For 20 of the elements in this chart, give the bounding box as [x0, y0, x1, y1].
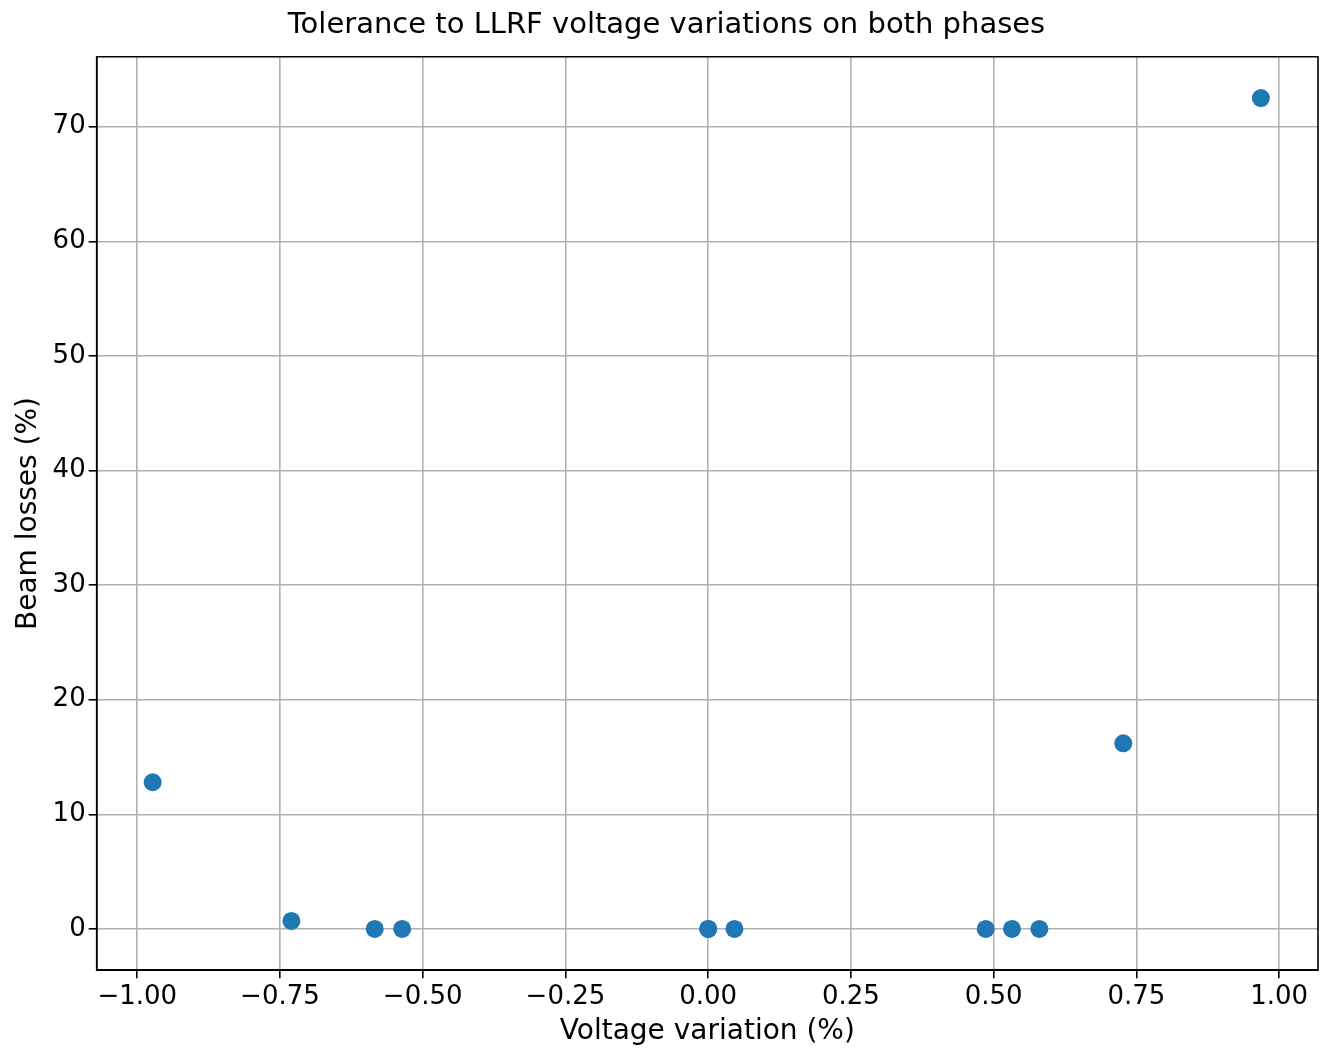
y-tick-label: 60: [52, 224, 86, 255]
x-tick-label: −1.00: [97, 979, 178, 1010]
y-tick-label: 10: [52, 797, 86, 828]
y-tick-label: 20: [52, 682, 86, 713]
x-tick-label: 1.00: [1250, 979, 1309, 1010]
x-tick-label: −0.25: [525, 979, 606, 1010]
y-tick-label: 70: [52, 109, 86, 140]
y-tick-label: 0: [69, 911, 86, 942]
y-tick-label: 50: [52, 338, 86, 369]
x-tick-label: −0.50: [382, 979, 463, 1010]
x-tick-label: 0.25: [822, 979, 880, 1010]
y-tick-label: 30: [52, 567, 86, 598]
y-axis-title: Beam losses (%): [10, 396, 44, 631]
x-tick-label: 0.50: [964, 979, 1023, 1010]
chart-title: Tolerance to LLRF voltage variations on both phases: [286, 5, 1046, 40]
x-tick-label: 0.75: [1107, 979, 1166, 1010]
y-tick-label: 40: [52, 453, 86, 484]
x-tick-label: −0.75: [240, 979, 320, 1010]
x-tick-label: 0.00: [679, 979, 738, 1010]
x-axis-title: Voltage variation (%): [559, 1013, 855, 1047]
